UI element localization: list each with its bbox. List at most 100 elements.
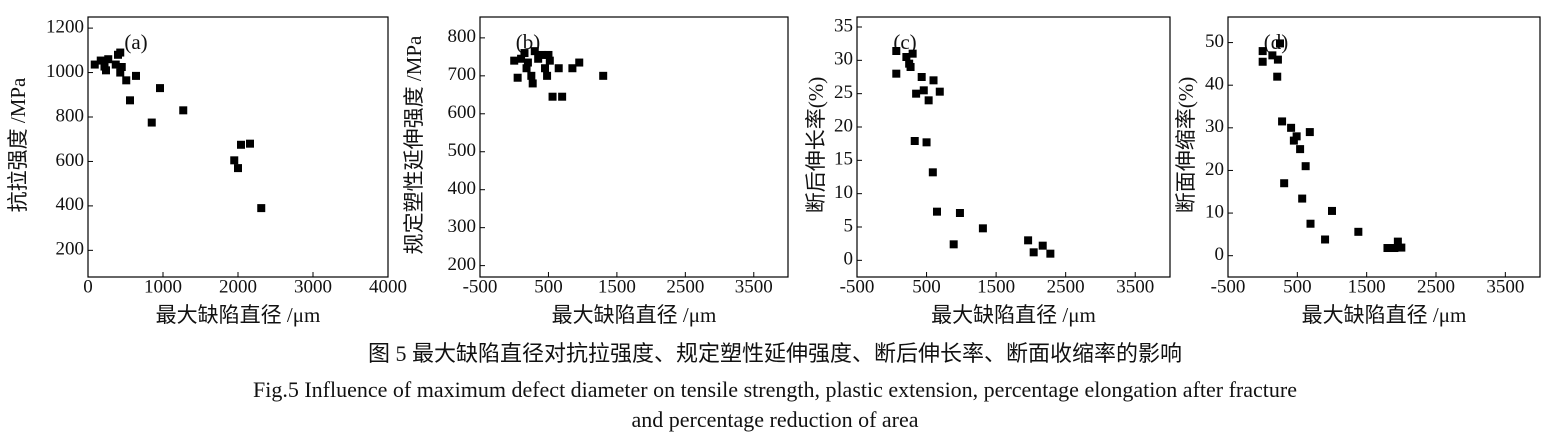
point	[919, 86, 928, 95]
point	[922, 138, 931, 147]
y-tick-label: 800	[56, 105, 85, 126]
y-tick-label: 5	[844, 215, 854, 236]
point	[1273, 55, 1282, 64]
plot-frame	[1227, 16, 1541, 278]
point	[122, 76, 131, 85]
y-tick-label: 300	[448, 216, 477, 237]
x-tick-label: 2500	[666, 276, 704, 297]
point	[544, 50, 553, 59]
point	[928, 168, 937, 177]
point	[568, 64, 577, 73]
x-tick-label: 500	[534, 276, 563, 297]
point	[1287, 123, 1296, 132]
point	[545, 56, 554, 65]
point	[522, 64, 531, 73]
y-tick-label: 20	[1205, 159, 1224, 180]
y-tick-label: 1000	[46, 61, 84, 82]
point	[558, 92, 567, 101]
x-tick-label: 500	[1283, 276, 1312, 297]
point	[96, 56, 105, 65]
point	[548, 92, 557, 101]
point	[543, 71, 552, 80]
point	[527, 71, 536, 80]
point	[902, 53, 911, 61]
caption-en: Fig.5 Influence of maximum defect diamet…	[253, 377, 1297, 402]
point	[156, 84, 164, 93]
point	[955, 209, 964, 217]
y-tick-label: 400	[448, 178, 477, 199]
point	[949, 240, 958, 249]
y-tick-label: 200	[448, 254, 477, 275]
y-tick-label: 30	[1205, 116, 1224, 137]
point	[935, 87, 944, 96]
x-tick-label: 1500	[1348, 276, 1386, 297]
point	[132, 71, 140, 80]
point	[1321, 235, 1330, 244]
y-tick-label: 40	[1205, 74, 1224, 95]
point	[924, 96, 933, 105]
point	[1306, 219, 1315, 228]
point	[906, 63, 915, 71]
point	[116, 48, 125, 57]
point	[513, 73, 522, 82]
y-tick-label: 20	[834, 115, 853, 136]
point	[1383, 244, 1392, 253]
point	[1278, 117, 1287, 126]
y-tick-label: 200	[56, 239, 85, 260]
point	[1289, 136, 1298, 145]
point	[554, 64, 563, 73]
point	[1024, 236, 1033, 245]
point	[1280, 179, 1289, 188]
y-axis-title: 断后伸长率(%)	[804, 77, 828, 213]
x-tick-label: 2000	[219, 276, 257, 297]
point	[246, 139, 254, 148]
x-tick-label: 3500	[1486, 276, 1524, 297]
point	[1296, 145, 1305, 154]
point	[234, 164, 242, 173]
x-tick-label: 1500	[977, 276, 1015, 297]
point	[1298, 194, 1307, 203]
point	[1397, 243, 1406, 252]
x-tick-label: 500	[912, 276, 941, 297]
x-tick-label: -500	[840, 276, 875, 297]
y-tick-label: 35	[834, 15, 853, 36]
point	[1292, 132, 1301, 141]
y-tick-label: 800	[448, 26, 477, 47]
point	[892, 69, 901, 78]
point	[104, 55, 113, 64]
point	[230, 156, 239, 165]
y-tick-label: 700	[448, 64, 477, 85]
point	[932, 207, 941, 216]
point	[517, 54, 526, 63]
y-tick-label: 0	[1215, 244, 1225, 265]
point	[1258, 47, 1267, 56]
point	[126, 96, 134, 105]
x-tick-label: 2500	[1047, 276, 1085, 297]
point	[1258, 57, 1267, 66]
point	[978, 224, 987, 233]
plot-frame	[479, 16, 789, 278]
point	[912, 89, 921, 98]
x-tick-label: 3500	[735, 276, 773, 297]
point	[147, 118, 156, 127]
point	[102, 66, 110, 75]
y-tick-label: 500	[448, 140, 477, 161]
point	[1268, 51, 1277, 60]
point	[1029, 248, 1038, 257]
point	[1038, 241, 1047, 250]
x-tick-label: 0	[83, 276, 93, 297]
x-axis-title: 最大缺陷直径 /μm	[931, 303, 1096, 327]
y-tick-label: 600	[56, 150, 85, 171]
x-tick-label: -500	[1211, 276, 1246, 297]
point	[892, 47, 901, 55]
point	[1046, 249, 1055, 258]
point	[257, 204, 266, 213]
point	[1273, 72, 1282, 81]
point	[528, 79, 537, 88]
point	[1328, 206, 1336, 215]
y-tick-label: 0	[844, 249, 854, 270]
point	[910, 137, 919, 145]
point	[520, 49, 529, 58]
